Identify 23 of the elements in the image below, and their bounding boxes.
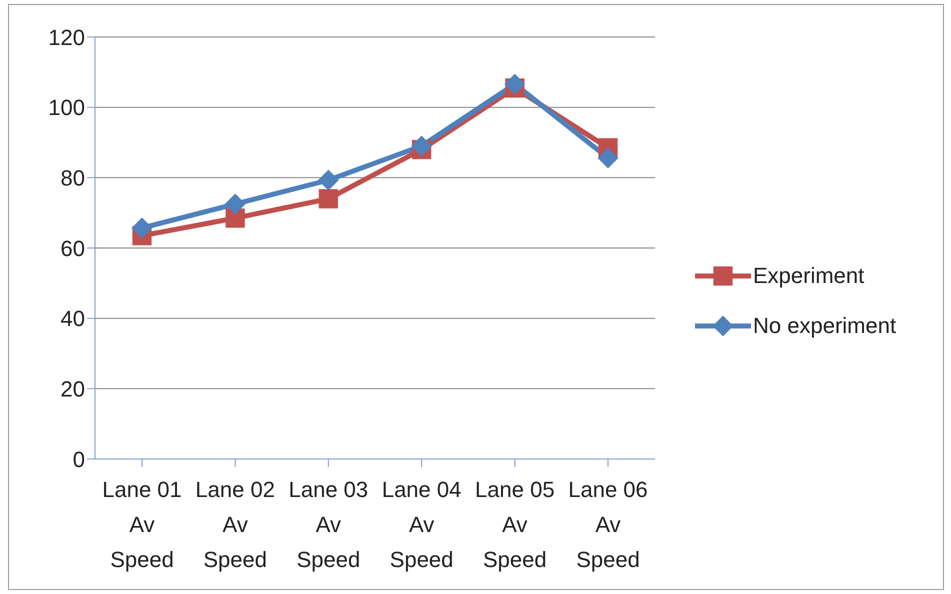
point [318,189,338,208]
point [504,74,526,95]
y-tick-label: 60 [60,236,85,261]
y-tick-label: 120 [48,24,85,50]
x-tick-label: Lane 03 Av Speed [288,477,368,572]
y-tick-label: 20 [60,376,85,402]
point [318,170,339,191]
x-tick-label: Lane 05 Av Speed [475,477,555,572]
x-tick-label: Lane 01 Av Speed [102,477,182,572]
y-tick-label: 0 [72,446,85,472]
legend-label: Experiment [753,263,864,289]
point [132,218,152,238]
x-tick-label: Lane 06 Av Speed [568,477,648,572]
x-tick-label: Lane 04 Av Speed [382,477,462,572]
point [226,208,245,228]
legend-label: No experiment [753,313,896,339]
point [411,136,432,156]
point [224,194,246,214]
y-tick-label: 40 [60,306,85,332]
x-tick-label: Lane 02 Av Speed [195,477,275,572]
y-tick-label: 100 [48,95,85,120]
point [598,148,618,168]
y-tick-label: 80 [60,165,85,190]
